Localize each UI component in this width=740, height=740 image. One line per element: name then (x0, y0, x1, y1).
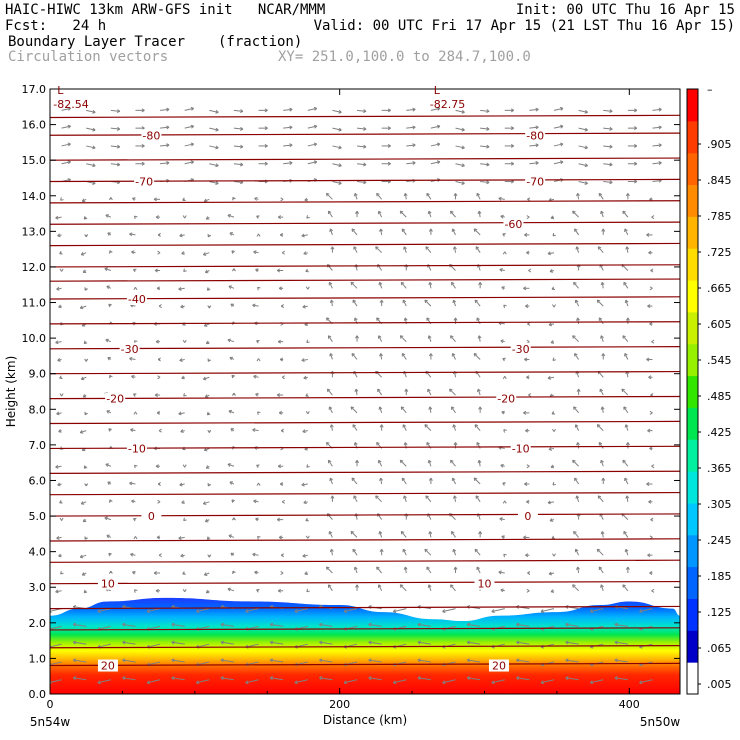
y-tick-label: 2.0 (29, 617, 47, 630)
colorbar-label: .245 (707, 534, 732, 547)
colorbar-swatch (687, 311, 698, 345)
colorbar-label: .185 (707, 570, 732, 583)
colorbar-label: .365 (707, 462, 732, 475)
colorbar-label: .725 (707, 246, 732, 259)
y-tick-label: 10.0 (22, 332, 47, 345)
colorbar-swatch (687, 502, 698, 536)
colorbar-label: .905 (707, 138, 732, 151)
isotherm-label: -30 (512, 343, 530, 356)
isotherm-label: 10 (477, 578, 491, 591)
circulation-vectors (50, 106, 662, 685)
colorbar-swatch (687, 248, 698, 281)
low-value: -82.75 (430, 98, 465, 111)
colorbar-swatch (687, 216, 698, 249)
low-value: -82.54 (53, 98, 88, 111)
colorbar-top-label: – (707, 83, 713, 96)
colorbar-label: .785 (707, 210, 732, 223)
y-tick-label: 15.0 (22, 154, 47, 167)
colorbar-swatch (687, 471, 698, 504)
colorbar-swatch (687, 120, 698, 154)
x-tick-label: 0 (47, 698, 54, 711)
valid-time: Valid: 00 UTC Fri 17 Apr 15 (21 LST Thu … (313, 18, 735, 34)
isotherm-label: 0 (148, 510, 155, 523)
isotherm-label: -40 (128, 293, 146, 306)
y-tick-label: 6.0 (29, 474, 47, 487)
isotherm-label: -20 (106, 393, 124, 406)
y-tick-label: 1.0 (29, 652, 47, 665)
y-tick-label: 0.0 (29, 688, 47, 701)
forecast-hour: Fcst: 24 h (5, 18, 107, 34)
colorbar-label: .005 (707, 678, 732, 691)
y-tick-label: 9.0 (29, 368, 47, 381)
x-axis-title: Distance (km) (323, 713, 407, 727)
y-tick-label: 4.0 (29, 546, 47, 559)
init-time: Init: 00 UTC Thu 16 Apr 15 (515, 2, 735, 18)
isotherm-label: 20 (101, 660, 115, 673)
vector-field-name: Circulation vectors (8, 49, 169, 65)
colorbar-label: .605 (707, 318, 732, 331)
colorbar-label: .665 (707, 282, 732, 295)
colorbar-swatch (687, 152, 698, 186)
colorbar-swatch (687, 89, 698, 122)
isotherm-label: -10 (512, 442, 530, 455)
y-tick-label: 17.0 (22, 83, 47, 96)
isotherm-label: -60 (504, 218, 522, 231)
field-units: (fraction) (218, 34, 303, 50)
y-tick-label: 16.0 (22, 119, 47, 132)
colorbar-label: .125 (707, 606, 732, 619)
x-tick-label: 400 (619, 698, 640, 711)
field-name: Boundary Layer Tracer (8, 34, 186, 50)
isotherm-label: 10 (101, 578, 115, 591)
left-endpoint-label: 5n54w (30, 715, 71, 729)
cross-section-endpoints: XY= 251.0,100.0 to 284.7,100.0 (278, 49, 531, 65)
colorbar-swatch (687, 598, 698, 631)
colorbar-label: .425 (707, 426, 732, 439)
isotherm-label: -80 (526, 129, 544, 142)
colorbar-swatch (687, 566, 698, 599)
low-marker: L (434, 84, 441, 97)
colorbar-frame (686, 88, 699, 695)
isotherm-label: -10 (128, 442, 146, 455)
tracer-region (50, 597, 680, 694)
isotherm-label: 20 (492, 660, 506, 673)
isotherm-label: -20 (497, 393, 515, 406)
colorbar-swatch (687, 439, 698, 472)
y-tick-label: 14.0 (22, 190, 47, 203)
colorbar-swatch (687, 534, 698, 568)
isotherm-label: -70 (526, 176, 544, 189)
isotherm-label: -70 (135, 176, 153, 189)
y-tick-label: 7.0 (29, 439, 47, 452)
plot-frame (49, 88, 681, 695)
y-tick-label: 12.0 (22, 261, 47, 274)
isotherm-label: -30 (121, 343, 139, 356)
y-axis-title: Height (km) (4, 356, 18, 427)
y-tick-label: 8.0 (29, 403, 47, 416)
low-marker: L (57, 84, 64, 97)
colorbar-label: .845 (707, 174, 732, 187)
colorbar-label: .305 (707, 498, 732, 511)
colorbar-swatch (687, 662, 698, 695)
colorbar-swatch (687, 630, 698, 663)
right-endpoint-label: 5n50w (640, 715, 681, 729)
isotherm-label: -80 (142, 129, 160, 142)
y-tick-label: 3.0 (29, 581, 47, 594)
isotherm-label: 0 (524, 510, 531, 523)
colorbar-label: .065 (707, 642, 732, 655)
y-tick-label: 13.0 (22, 225, 47, 238)
y-tick-label: 5.0 (29, 510, 47, 523)
colorbar-swatch (687, 407, 698, 440)
colorbar-swatch (687, 375, 698, 408)
colorbar-label: .545 (707, 354, 732, 367)
isotherm-lines (50, 114, 680, 667)
x-tick-label: 200 (329, 698, 350, 711)
colorbar-swatch (687, 184, 698, 217)
run-title: HAIC-HIWC 13km ARW-GFS init NCAR/MMM (5, 2, 326, 18)
colorbar-swatch (687, 343, 698, 377)
colorbar-label: .485 (707, 390, 732, 403)
colorbar-swatch (687, 280, 698, 313)
y-tick-label: 11.0 (22, 297, 47, 310)
